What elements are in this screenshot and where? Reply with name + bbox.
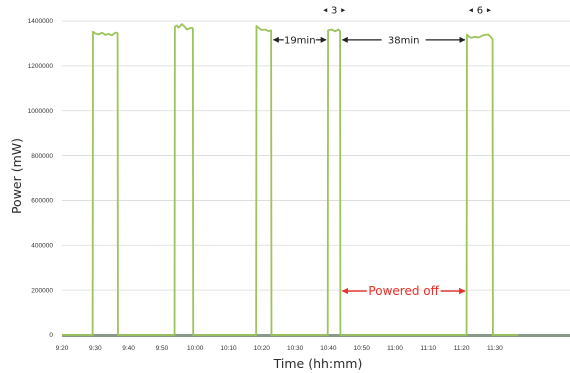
x-tick-labels: 9:20 9:30 9:40 9:50 10:00 10:10 10:20 10:30 10:4… <box>56 345 503 352</box>
y-tick-labels: 0 200000 400000 600000 800000 1000000 1200000 1… <box>28 18 54 339</box>
x-tick-label: 9:30 <box>89 345 102 352</box>
x-tick-label: 9:50 <box>156 345 169 352</box>
y-axis-title: Power (mW) <box>9 138 24 214</box>
x-tick-label: 10:40 <box>320 345 337 352</box>
width-label: 6 <box>477 6 483 17</box>
x-tick-label: 10:30 <box>287 345 304 352</box>
grid-lines <box>62 20 570 291</box>
series-line <box>62 23 519 336</box>
x-tick-label: 10:00 <box>187 345 204 352</box>
y-tick-label: 0 <box>49 332 53 339</box>
x-axis-title: Time (hh:mm) <box>273 356 363 371</box>
y-tick-label: 800000 <box>31 153 53 160</box>
y-tick-label: 1000000 <box>28 108 54 115</box>
series-layer <box>62 23 570 337</box>
x-tick-label: 9:40 <box>122 345 135 352</box>
x-tick-label: 9:20 <box>56 345 69 352</box>
width-arrow-right <box>341 8 346 13</box>
y-tick-label: 400000 <box>31 242 53 249</box>
duration-label: 38min <box>388 35 420 46</box>
x-tick-label: 11:30 <box>487 345 503 352</box>
x-tick-label: 10:50 <box>354 345 371 352</box>
annotation-layer: 19min 38min 3 6 Powered off <box>272 6 491 298</box>
y-tick-label: 1200000 <box>28 63 54 70</box>
width-arrow-left <box>323 8 328 13</box>
y-tick-label: 200000 <box>31 287 53 294</box>
x-tick-label: 11:10 <box>420 345 436 352</box>
duration-label: 19min <box>284 35 316 46</box>
y-tick-label: 1400000 <box>28 18 54 25</box>
width-arrow-right <box>486 8 491 13</box>
powered-off-label: Powered off <box>368 284 439 298</box>
x-tick-label: 10:20 <box>254 345 271 352</box>
x-tick-label: 11:20 <box>454 345 470 352</box>
x-tick-label: 11:00 <box>387 345 403 352</box>
x-tick-label: 10:10 <box>220 345 237 352</box>
y-tick-label: 600000 <box>31 198 53 205</box>
width-arrow-left <box>468 8 473 13</box>
width-label: 3 <box>331 6 337 17</box>
